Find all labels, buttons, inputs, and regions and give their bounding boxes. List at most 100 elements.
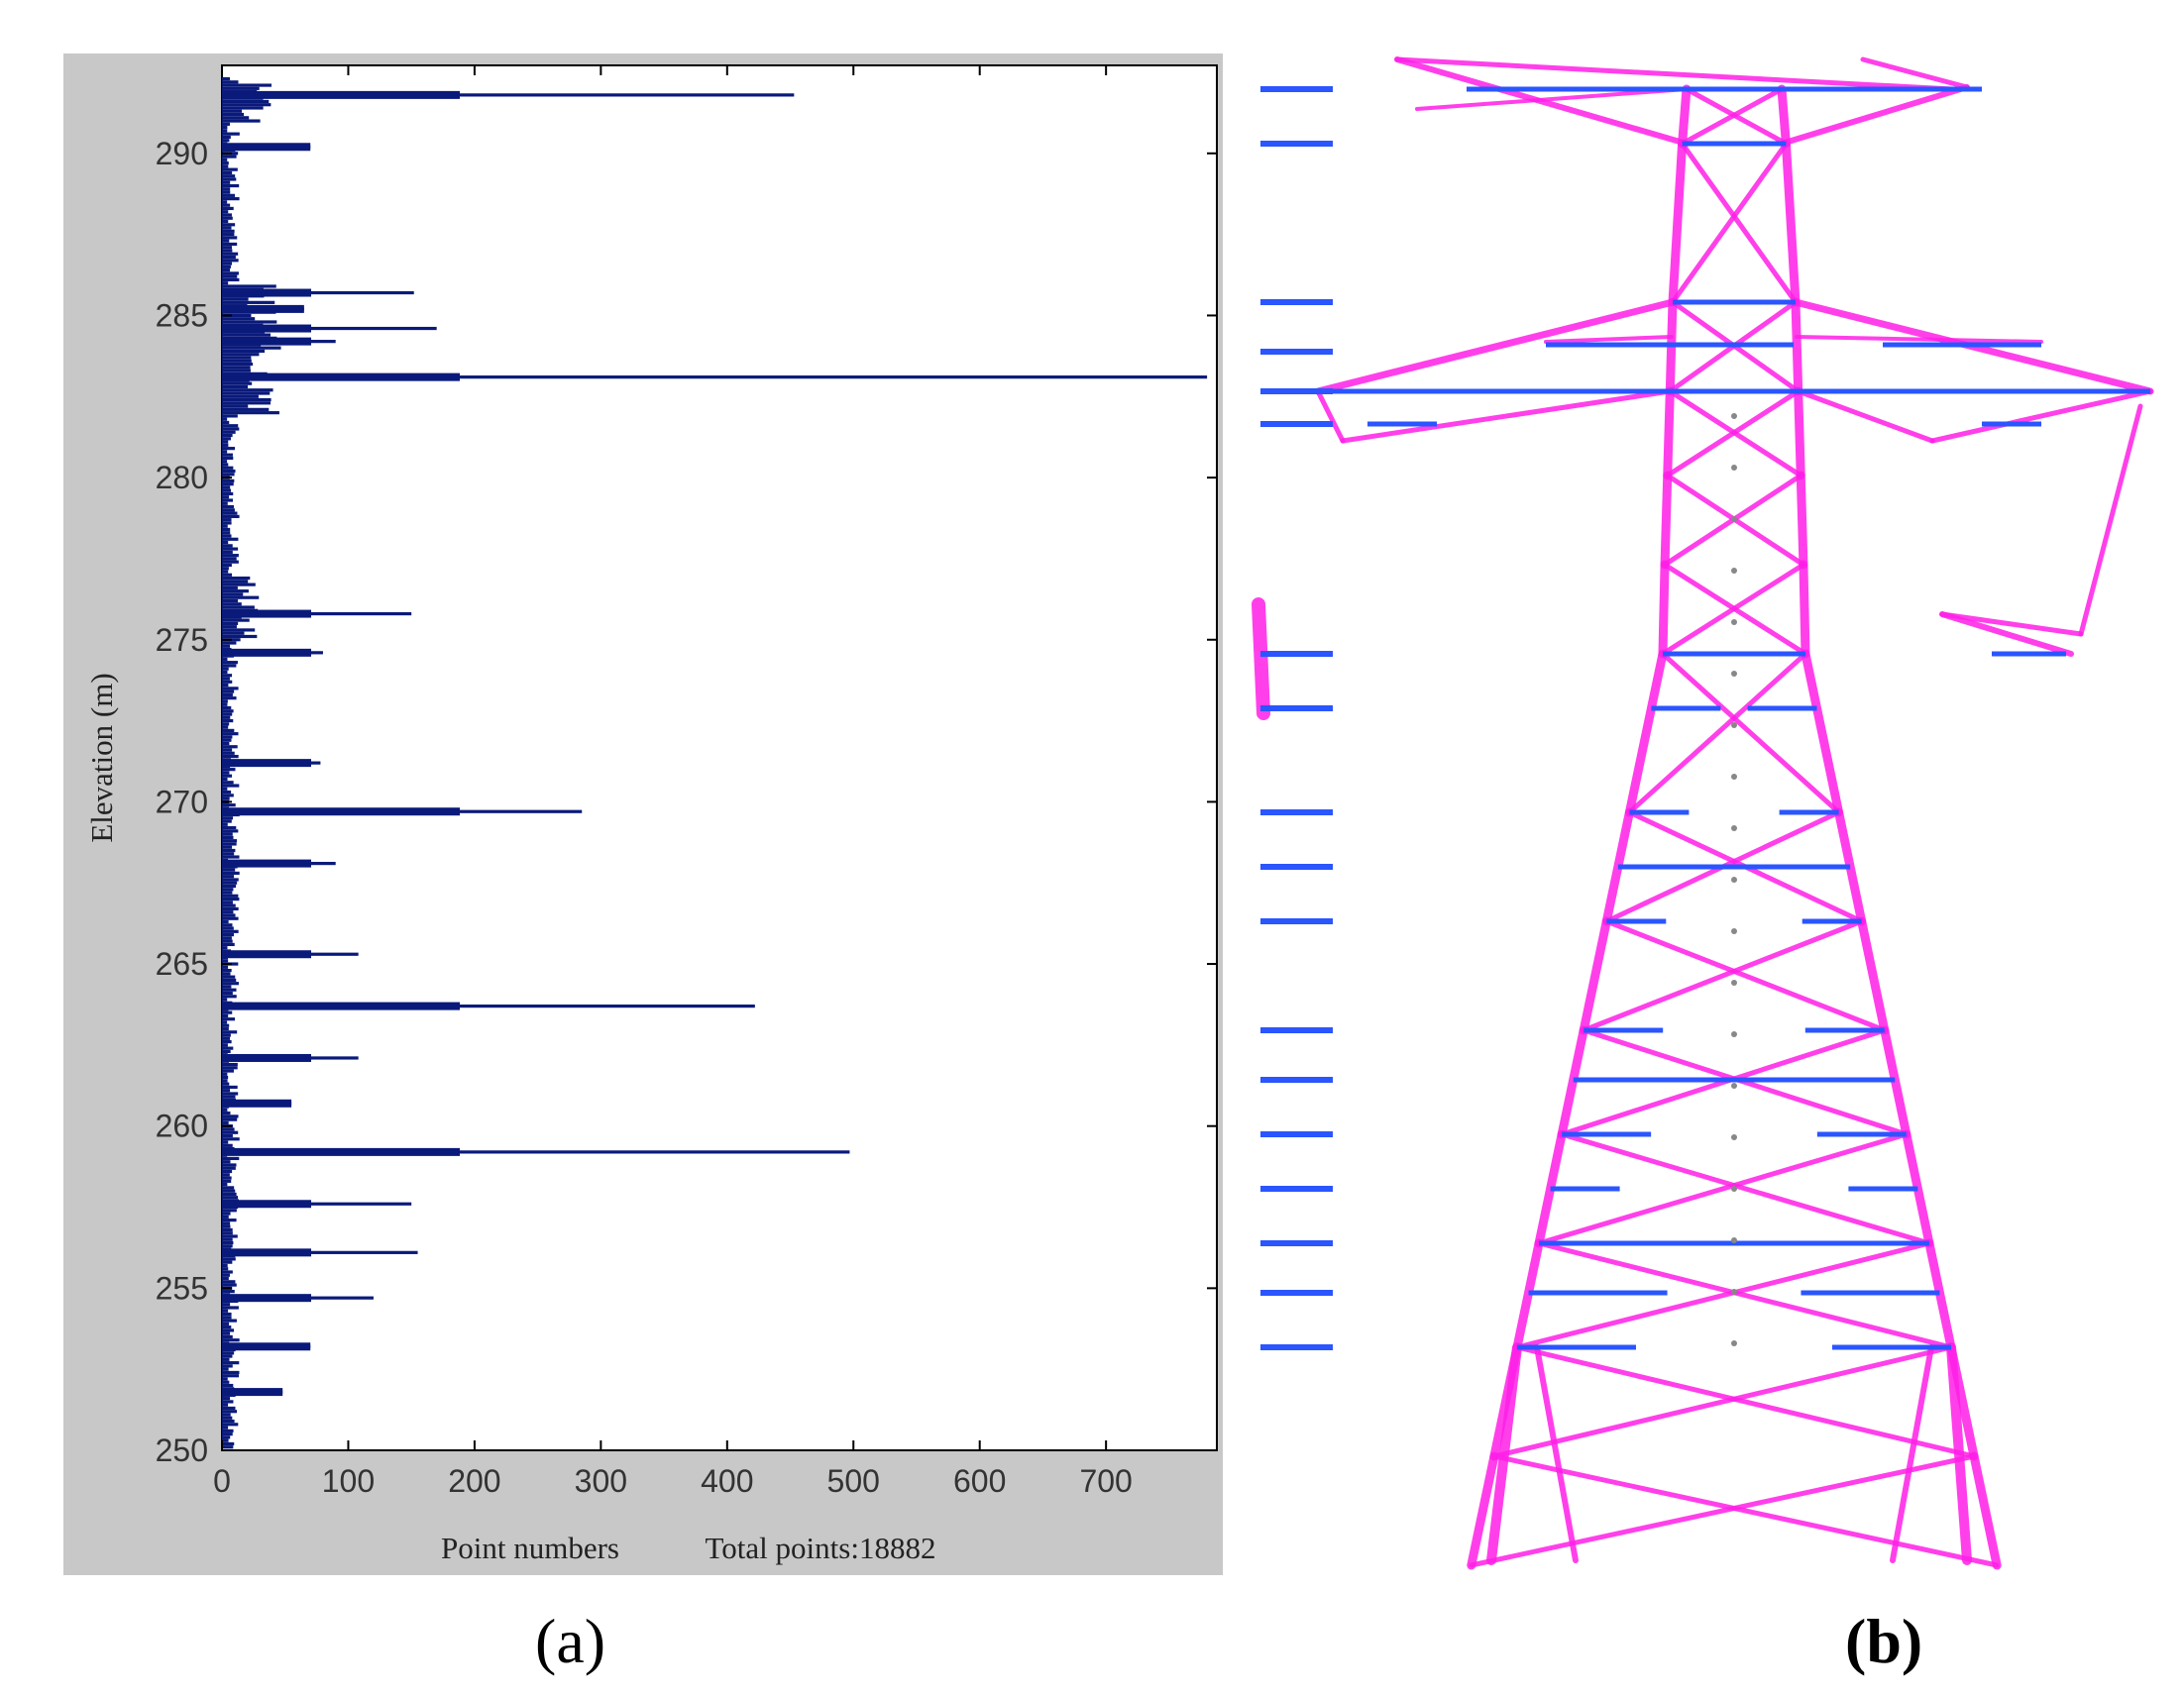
center-point xyxy=(1731,568,1737,574)
histogram-bar-noise xyxy=(222,1166,236,1170)
histogram-bar-noise xyxy=(222,1156,240,1161)
histogram-bar-noise xyxy=(222,878,239,882)
y-tick-label: 265 xyxy=(156,946,208,982)
histogram-bar-noise xyxy=(222,995,237,999)
histogram-bar-noise xyxy=(222,488,232,492)
histogram-bar-noise xyxy=(222,443,229,447)
histogram-bar-peak xyxy=(222,611,412,616)
histogram-bar-noise xyxy=(222,563,232,568)
x-tick-label: 700 xyxy=(1079,1463,1132,1499)
histogram-bar-noise xyxy=(222,313,252,318)
histogram-bar-noise xyxy=(222,1380,230,1384)
histogram-bar-noise xyxy=(222,1030,238,1034)
histogram-bar-noise xyxy=(222,210,229,214)
tower-leg xyxy=(1557,1025,1588,1139)
histogram-bar-noise xyxy=(222,388,273,392)
histogram-bar-noise xyxy=(222,709,234,713)
histogram-bar-noise xyxy=(222,265,231,268)
histogram-bar-noise xyxy=(222,180,231,184)
histogram-bar-peak xyxy=(222,761,321,765)
histogram-bar-noise xyxy=(222,1160,231,1164)
histogram-bar-noise xyxy=(222,696,237,700)
histogram-bar-noise xyxy=(222,177,237,181)
histogram-bar-noise xyxy=(222,674,233,678)
tower-leg xyxy=(1794,386,1805,480)
tower-leg xyxy=(1924,1238,1956,1352)
histogram-bar-noise xyxy=(222,570,229,574)
histogram-bar-noise xyxy=(222,641,237,645)
histogram-bar-peak xyxy=(222,1390,283,1394)
histogram-bar-noise xyxy=(222,1438,229,1442)
center-point xyxy=(1731,516,1737,522)
histogram-bar-noise xyxy=(222,362,254,367)
y-tick-label: 275 xyxy=(156,622,208,658)
histogram-bar-noise xyxy=(222,129,228,133)
histogram-bar-noise xyxy=(222,592,244,596)
histogram-bar-noise xyxy=(222,106,264,110)
histogram-bar-peak xyxy=(222,93,795,97)
histogram-bar-noise xyxy=(222,547,239,551)
histogram-bar-noise xyxy=(222,722,230,726)
histogram-bar-noise xyxy=(222,1127,235,1131)
histogram-bar-noise xyxy=(222,1316,232,1320)
histogram-bar-noise xyxy=(222,268,231,272)
histogram-bar-noise xyxy=(222,625,237,629)
histogram-bar-noise xyxy=(222,875,235,879)
histogram-bar-noise xyxy=(222,661,238,665)
histogram-bar-noise xyxy=(222,583,256,586)
histogram-bar-noise xyxy=(222,1416,233,1420)
histogram-bar-noise xyxy=(222,531,231,535)
panel-label-b: (b) xyxy=(1845,1606,1923,1676)
histogram-bar-noise xyxy=(222,754,239,759)
histogram-bar-noise xyxy=(222,109,243,113)
histogram-bar-noise xyxy=(222,784,240,788)
histogram-bar-peak xyxy=(222,145,311,149)
histogram-bar-noise xyxy=(222,427,240,431)
y-tick-label: 255 xyxy=(156,1270,208,1306)
insulator xyxy=(1939,611,2074,657)
histogram-bar-noise xyxy=(222,1276,229,1281)
histogram-bar-noise xyxy=(222,1426,229,1430)
histogram-bar-noise xyxy=(222,122,230,126)
histogram-bar-noise xyxy=(222,384,249,389)
histogram-bar-noise xyxy=(222,894,239,898)
histogram-bar-noise xyxy=(222,777,228,782)
center-point xyxy=(1731,1289,1737,1295)
histogram-bar-noise xyxy=(222,437,231,441)
histogram-bar-noise xyxy=(222,1179,232,1183)
histogram-bar-noise xyxy=(222,460,228,464)
histogram-bar-noise xyxy=(222,116,250,120)
histogram-bar-peak xyxy=(222,861,336,866)
histogram-bar-noise xyxy=(222,219,229,224)
histogram-bar-noise xyxy=(222,353,260,357)
histogram-bar-noise xyxy=(222,1010,233,1014)
histogram-bar-noise xyxy=(222,768,236,772)
histogram-bar-noise xyxy=(222,1331,231,1335)
histogram-bar-noise xyxy=(222,589,249,593)
tower-leg xyxy=(1624,649,1668,817)
histogram-bar-noise xyxy=(222,906,239,911)
histogram-bar-noise xyxy=(222,1192,237,1197)
tower-brace xyxy=(1514,1240,1932,1350)
level-markers xyxy=(1260,86,1333,1350)
top-arm xyxy=(1394,56,1955,92)
tower-leg xyxy=(1579,916,1611,1035)
histogram-bar-noise xyxy=(222,1273,230,1277)
cross-arm xyxy=(1929,388,2153,444)
histogram-bar-noise xyxy=(222,397,272,402)
histogram-bar-noise xyxy=(222,187,231,191)
histogram-bar-noise xyxy=(222,430,236,434)
histogram-bar-noise xyxy=(222,972,231,976)
y-tick-label: 260 xyxy=(156,1109,208,1144)
histogram-bar-noise xyxy=(222,450,228,454)
histogram-bar-noise xyxy=(222,112,245,117)
histogram-bar-noise xyxy=(222,1108,228,1112)
histogram-bar-noise xyxy=(222,407,270,411)
histogram-bar-peak xyxy=(222,952,359,956)
histogram-bar-noise xyxy=(222,550,233,554)
histogram-bar-noise xyxy=(222,975,236,979)
histogram-bar-noise xyxy=(222,1423,239,1427)
histogram-bar-noise xyxy=(222,504,234,509)
histogram-bar-noise xyxy=(222,236,238,240)
histogram-bar-noise xyxy=(222,1186,235,1190)
